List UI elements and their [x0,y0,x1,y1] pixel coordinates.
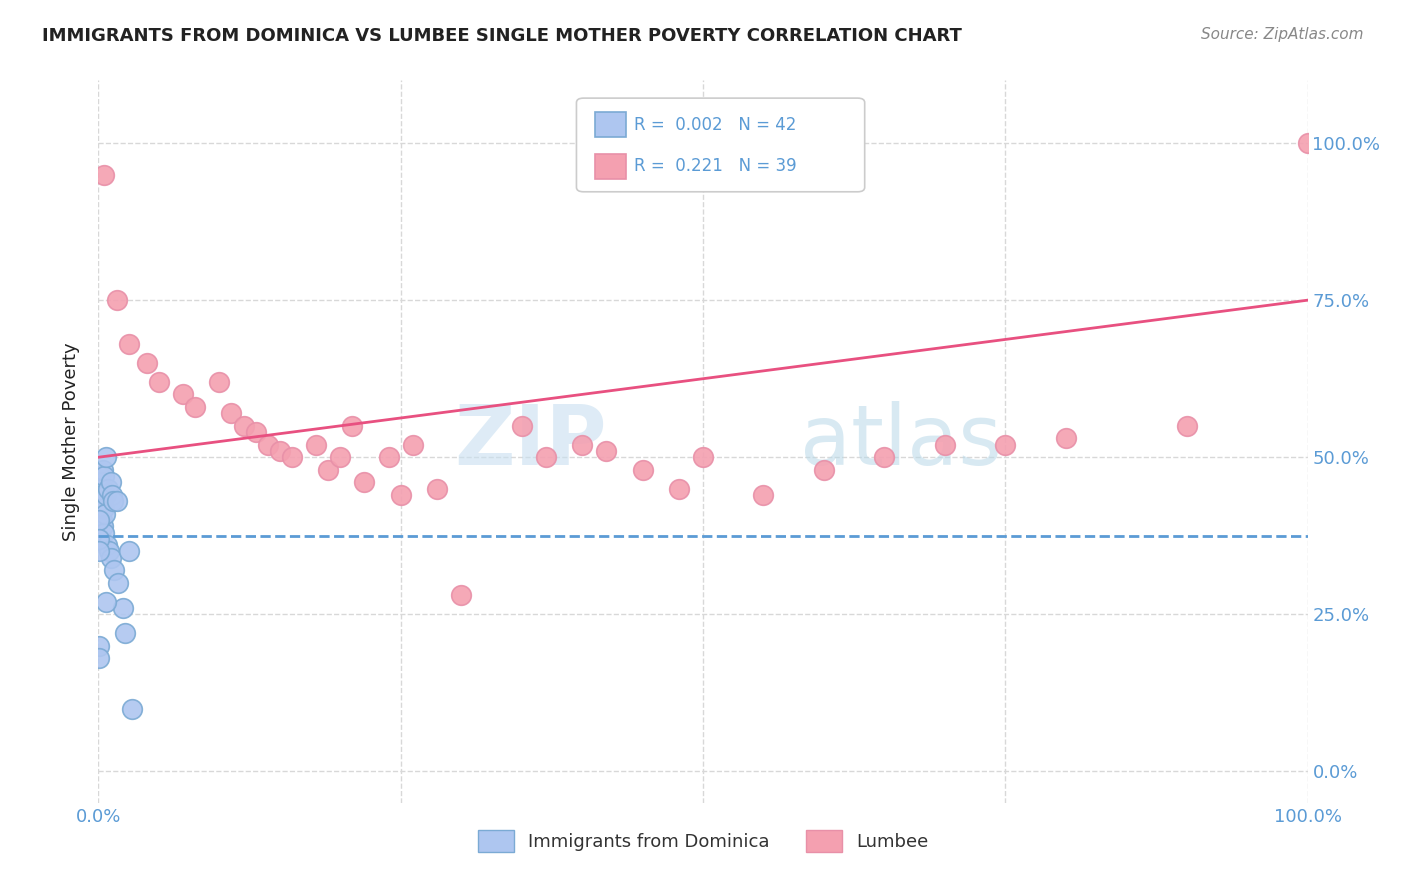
Point [631,463,654,477]
Point [91,488,114,502]
Point [98,544,121,558]
Point [90,507,112,521]
Point [813,463,835,477]
Point [90,482,112,496]
Point [118,337,141,351]
Point [101,494,124,508]
Point [135,356,157,370]
Point [96,488,118,502]
Point [89,469,111,483]
Point [97,482,120,496]
Point [89,513,111,527]
Point [316,463,339,477]
Point [89,532,111,546]
Point [1054,431,1077,445]
Point [121,701,143,715]
Point [221,406,243,420]
Point [256,438,278,452]
Point [329,450,352,465]
Point [1175,418,1198,433]
Point [93,168,115,182]
Point [281,450,304,465]
Y-axis label: Single Mother Poverty: Single Mother Poverty [62,343,80,541]
Point [377,450,399,465]
Point [873,450,896,465]
Point [90,475,112,490]
Point [118,544,141,558]
Point [232,418,254,433]
Point [89,482,111,496]
Point [90,500,112,515]
Point [111,601,134,615]
Point [245,425,267,439]
Text: IMMIGRANTS FROM DOMINICA VS LUMBEE SINGLE MOTHER POVERTY CORRELATION CHART: IMMIGRANTS FROM DOMINICA VS LUMBEE SINGL… [42,27,962,45]
Point [91,519,114,533]
Point [450,589,472,603]
Point [105,494,128,508]
Point [114,626,136,640]
Point [90,532,112,546]
Text: R =  0.221   N = 39: R = 0.221 N = 39 [634,157,797,175]
Point [534,450,557,465]
Point [89,488,111,502]
Point [595,444,617,458]
Point [172,387,194,401]
Point [91,513,114,527]
Point [93,469,115,483]
Point [94,595,117,609]
Point [305,438,328,452]
Point [87,651,110,665]
Point [105,293,128,308]
Point [87,639,110,653]
Point [353,475,375,490]
Point [426,482,449,496]
Point [89,494,111,508]
Point [402,438,425,452]
Point [269,444,291,458]
Point [994,438,1017,452]
Point [1296,136,1319,150]
Point [89,513,111,527]
Point [91,463,114,477]
Point [184,400,207,414]
Text: atlas: atlas [800,401,1001,482]
Point [571,438,593,452]
Point [107,575,129,590]
Point [94,507,117,521]
Point [94,450,117,465]
Point [93,525,115,540]
Text: R =  0.002   N = 42: R = 0.002 N = 42 [634,116,796,134]
Point [208,375,231,389]
Point [752,488,775,502]
Point [100,550,122,565]
Point [148,375,170,389]
Point [100,488,122,502]
Point [96,538,118,552]
Point [89,544,111,558]
Point [342,418,364,433]
Point [510,418,533,433]
Point [934,438,956,452]
Point [93,500,115,515]
Point [389,488,412,502]
Point [89,525,111,540]
Text: Source: ZipAtlas.com: Source: ZipAtlas.com [1201,27,1364,42]
Point [668,482,690,496]
Legend: Immigrants from Dominica, Lumbee: Immigrants from Dominica, Lumbee [470,822,936,859]
Point [692,450,714,465]
Point [100,475,122,490]
Text: ZIP: ZIP [454,401,606,482]
Point [103,563,125,577]
Point [91,494,114,508]
